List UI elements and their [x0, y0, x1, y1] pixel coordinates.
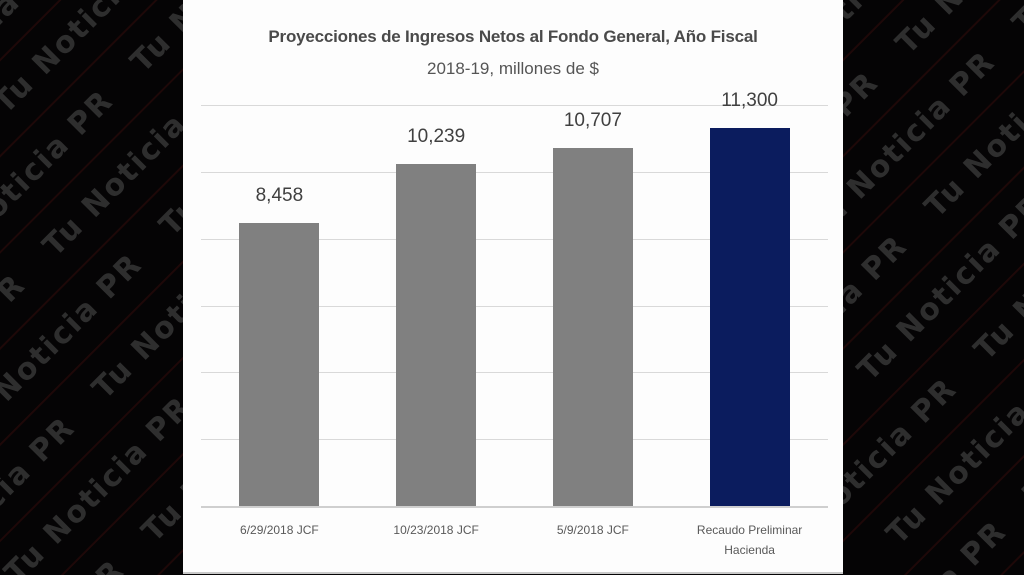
chart-subtitle: 2018-19, millones de $ — [426, 59, 599, 78]
category-label: 6/29/2018 JCF — [240, 523, 319, 537]
chart-title: Proyecciones de Ingresos Netos al Fondo … — [268, 27, 758, 46]
category-label: 10/23/2018 JCF — [393, 523, 479, 537]
category-label: Recaudo Preliminar Hacienda — [696, 523, 803, 557]
category-label: 5/9/2018 JCF — [556, 523, 629, 537]
watermark-text: Tu Noticia PR — [1006, 0, 1024, 41]
bar-1 — [396, 163, 477, 506]
gridline — [201, 171, 828, 173]
x-axis-baseline — [201, 506, 828, 508]
gridline — [201, 372, 828, 374]
bar-0 — [239, 223, 320, 506]
watermark-right: Tu Noticia PRTu Noticia PRTu Noticia PRT… — [843, 0, 1024, 575]
chart-panel: Proyecciones de Ingresos Netos al Fondo … — [183, 0, 843, 574]
bar-3 — [709, 128, 790, 506]
gridline — [201, 305, 828, 307]
bar-2 — [552, 148, 633, 506]
watermark-left: Tu Noticia PRTu Noticia PRTu Noticia PRT… — [0, 0, 183, 575]
gridline — [201, 439, 828, 441]
bar-value-label: 10,239 — [407, 125, 466, 147]
bar-value-label: 10,707 — [563, 110, 622, 132]
bar-value-label: 11,300 — [721, 90, 778, 112]
bar-value-label: 8,458 — [255, 185, 304, 207]
plot-area: 8,458 6/29/2018 JCF 10,239 10/23/2018 JCF 10… — [201, 90, 828, 557]
gridline — [201, 238, 828, 240]
gridline — [201, 105, 828, 106]
